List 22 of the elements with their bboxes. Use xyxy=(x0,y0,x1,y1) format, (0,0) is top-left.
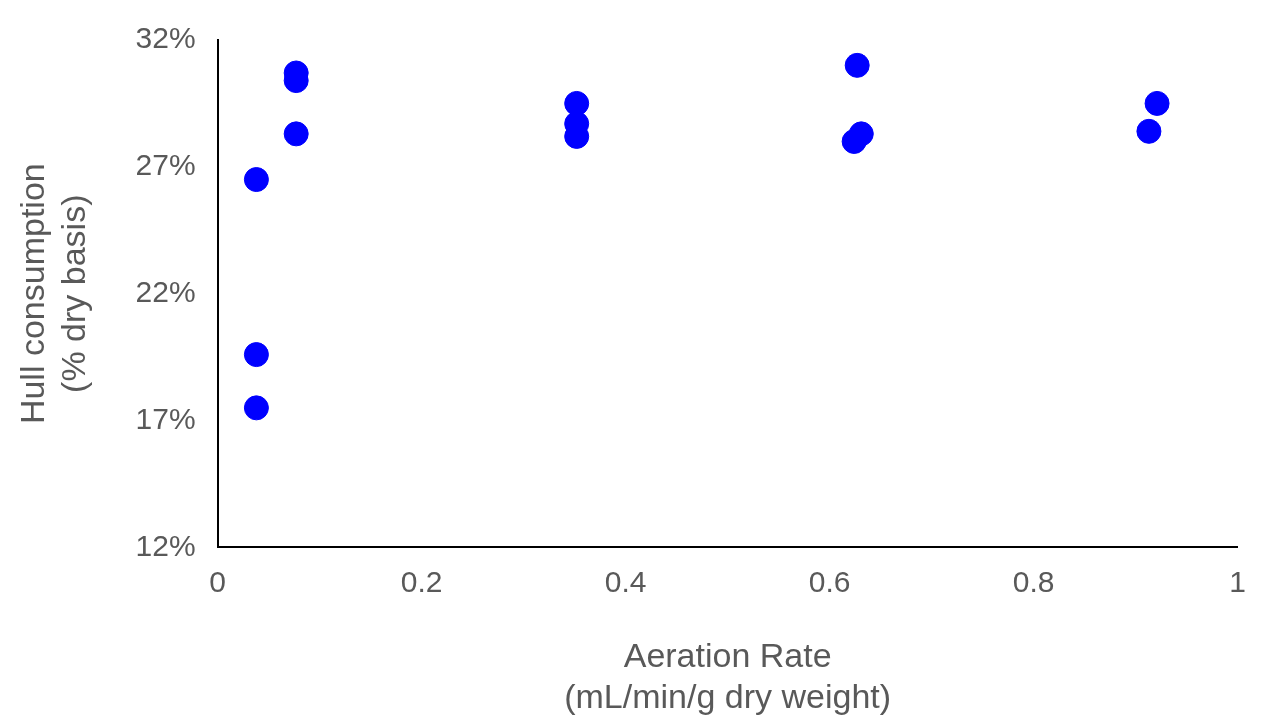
y-tick-label: 32% xyxy=(135,21,196,55)
y-axis-title: Hull consumption (% dry basis) xyxy=(12,163,92,425)
x-tick-label: 0.4 xyxy=(604,564,647,598)
point xyxy=(243,342,269,368)
x-tick-label: 1 xyxy=(1229,564,1246,598)
y-tick-label: 22% xyxy=(135,274,196,308)
point xyxy=(1136,118,1162,144)
point xyxy=(243,167,269,193)
y-tick-label: 27% xyxy=(135,148,196,182)
x-axis-title: Aeration Rate (mL/min/g dry weight) xyxy=(564,636,892,715)
point xyxy=(1144,90,1170,116)
point xyxy=(844,52,870,78)
point xyxy=(841,128,867,154)
x-tick-label: 0 xyxy=(209,564,226,598)
x-tick-label: 0.2 xyxy=(400,564,443,598)
x-tick-label: 0.8 xyxy=(1012,564,1055,598)
y-tick-label: 17% xyxy=(135,401,196,435)
y-tick-label: 12% xyxy=(135,528,196,562)
point xyxy=(243,395,269,421)
point xyxy=(564,90,590,116)
point xyxy=(283,121,309,147)
x-tick-label: 0.6 xyxy=(808,564,851,598)
